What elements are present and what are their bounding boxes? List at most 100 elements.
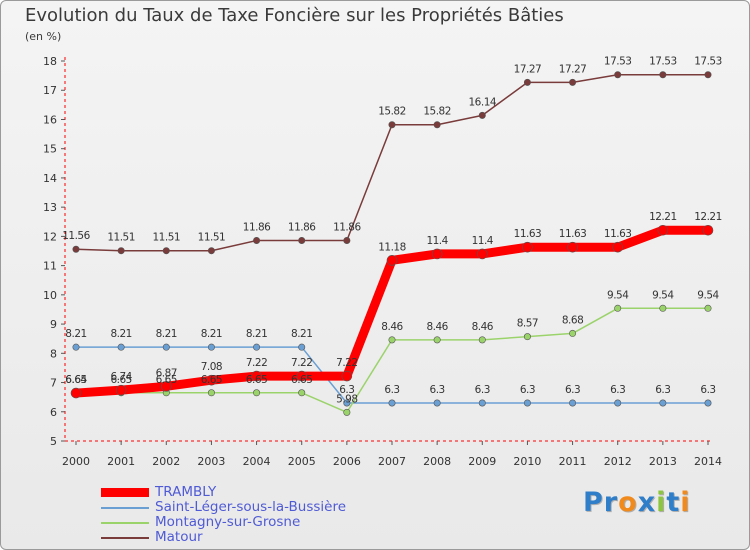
y-tick-label: 5	[50, 435, 57, 448]
series-0-data-label: 11.4	[472, 235, 494, 247]
series-2-data-label: 6.65	[246, 374, 267, 386]
series-0-data-label: 6.74	[110, 371, 132, 383]
x-tick-label: 2011	[559, 455, 587, 468]
series-0-point	[431, 248, 443, 260]
series-3-point	[569, 78, 577, 86]
series-0-data-label: 7.08	[201, 361, 222, 373]
series-2-point	[298, 389, 306, 397]
series-2-point	[207, 389, 215, 397]
series-3-point	[343, 236, 351, 244]
series-1-data-label: 6.3	[430, 384, 445, 396]
series-2-point	[253, 389, 261, 397]
series-0-data-label: 6.64	[65, 374, 87, 386]
y-tick-label: 15	[43, 143, 57, 156]
series-0-point	[70, 387, 82, 399]
series-3-point	[523, 78, 531, 86]
y-tick-label: 17	[43, 84, 57, 97]
series-1-point	[253, 343, 261, 351]
series-0-point	[386, 255, 398, 266]
series-1-point	[614, 399, 622, 407]
y-tick-label: 18	[43, 55, 57, 68]
x-tick-label: 2013	[649, 455, 677, 468]
series-1-point	[388, 399, 396, 407]
series-1-point	[704, 399, 712, 407]
series-3-point	[659, 71, 667, 79]
series-1-point	[72, 343, 80, 351]
series-1-point	[162, 343, 170, 351]
series-1-point	[117, 343, 125, 351]
series-2-point	[388, 336, 396, 344]
series-1-data-label: 8.21	[65, 328, 86, 340]
series-0-data-label: 12.21	[649, 211, 677, 223]
y-tick-label: 16	[43, 113, 57, 126]
series-2-data-label: 8.46	[381, 321, 403, 333]
y-tick-label: 13	[43, 201, 57, 214]
series-0-point	[160, 381, 172, 392]
series-3-data-label: 17.27	[559, 63, 587, 75]
legend-label: Montagny-sur-Grosne	[155, 514, 301, 530]
series-0-data-label: 7.22	[336, 357, 357, 369]
logo-letter: i	[656, 487, 667, 518]
series-3-data-label: 11.86	[333, 221, 361, 233]
series-0-data-label: 11.4	[426, 235, 448, 247]
series-2-data-label: 9.54	[697, 289, 719, 301]
series-2-data-label: 8.57	[517, 318, 538, 330]
series-3-point	[614, 71, 622, 79]
series-3-data-label: 11.86	[288, 221, 316, 233]
legend-swatch	[101, 536, 149, 539]
series-1-data-label: 6.3	[339, 384, 354, 396]
series-0-data-label: 11.63	[559, 228, 587, 240]
series-3-point	[433, 121, 441, 129]
series-3-data-label: 17.53	[604, 56, 632, 68]
series-2-point	[614, 304, 622, 312]
series-layer	[70, 71, 714, 416]
series-3-data-label: 17.27	[514, 63, 542, 75]
logo-letter: t	[666, 487, 681, 518]
y-tick-label: 10	[43, 289, 57, 302]
series-1-point	[343, 399, 351, 407]
series-3-data-label: 15.82	[378, 106, 406, 118]
series-2-point	[704, 304, 712, 312]
x-tick-label: 2014	[694, 455, 722, 468]
series-1-point	[569, 399, 577, 407]
legend-swatch	[101, 521, 149, 524]
series-0-data-label: 11.18	[378, 241, 406, 253]
series-0-point	[341, 370, 353, 382]
series-0-point	[567, 241, 578, 253]
y-tick-label: 7	[50, 377, 57, 390]
chart-title: Evolution du Taux de Taxe Foncière sur l…	[25, 5, 564, 26]
x-tick-label: 2010	[513, 455, 541, 468]
series-1-point	[478, 399, 486, 407]
series-1-point	[298, 343, 306, 351]
series-2-point	[478, 336, 486, 344]
y-tick-label: 12	[43, 230, 57, 243]
series-3-data-label: 16.14	[469, 96, 497, 108]
series-0-point	[296, 370, 308, 382]
series-2-point	[523, 333, 531, 341]
series-0-data-label: 12.21	[694, 211, 722, 223]
series-2-data-label: 8.46	[472, 321, 494, 333]
series-3-data-label: 11.56	[62, 230, 90, 242]
series-0-point	[476, 248, 488, 260]
series-2-point	[433, 336, 441, 344]
series-0-point	[206, 374, 217, 386]
series-2-data-label: 6.65	[65, 374, 86, 386]
series-2-data-label: 6.65	[110, 374, 131, 386]
series-3-point	[162, 247, 170, 255]
series-1-data-label: 6.3	[384, 384, 399, 396]
series-1-data-label: 8.21	[246, 328, 267, 340]
series-1-data-label: 8.21	[110, 328, 131, 340]
series-3-data-label: 17.53	[649, 56, 677, 68]
series-2-data-label: 9.54	[607, 289, 629, 301]
series-1-data-label: 6.3	[655, 384, 670, 396]
series-2-data-label: 5.98	[336, 393, 357, 405]
series-2-data-label: 9.54	[652, 289, 674, 301]
proxiti-logo: Proxiti	[583, 487, 691, 518]
series-0-point	[115, 384, 127, 396]
unit-label: (en %)	[25, 30, 62, 43]
series-3-line	[75, 73, 709, 252]
series-1-data-label: 8.21	[291, 328, 312, 340]
x-tick-label: 2007	[378, 455, 406, 468]
